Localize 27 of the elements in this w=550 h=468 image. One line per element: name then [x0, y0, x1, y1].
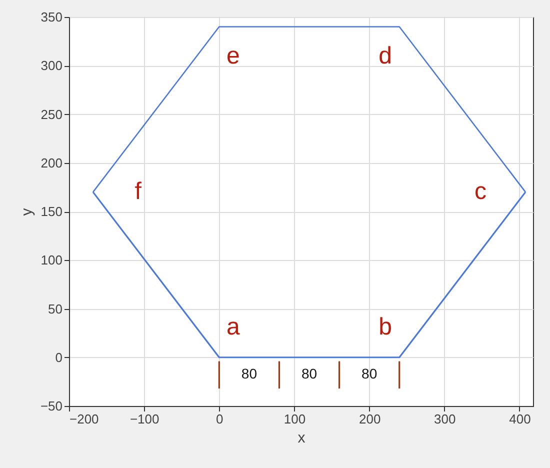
y-tick-label: 50	[48, 301, 62, 316]
annotation: c	[474, 178, 486, 206]
x-axis-title: x	[298, 430, 306, 446]
y-tick-label: 200	[40, 155, 62, 170]
annotation: 80	[241, 365, 258, 382]
x-tick-label: −100	[130, 412, 160, 426]
x-tick-label: 300	[434, 412, 456, 426]
annotation: d	[378, 42, 392, 70]
y-axis-title: y	[18, 208, 36, 216]
annotation: b	[378, 313, 392, 340]
x-tick-label: 0	[216, 412, 224, 426]
y-tick-label: 100	[40, 252, 62, 268]
y-tick-label: 150	[40, 204, 62, 219]
x-tick-label: 200	[358, 412, 381, 426]
annotation: 80	[301, 365, 318, 382]
annotation: f	[134, 178, 142, 206]
y-tick-label: −50	[40, 398, 62, 414]
annotation: 80	[362, 365, 378, 382]
annotation: e	[226, 42, 240, 70]
y-tick-label: 300	[40, 58, 62, 74]
y-tick-label: 350	[40, 10, 62, 24]
x-tick-label: −200	[70, 412, 99, 426]
x-tick-label: 400	[509, 412, 531, 426]
annotation: a	[226, 313, 240, 340]
y-tick-label: 250	[40, 106, 62, 122]
y-tick-label: 0	[55, 350, 62, 365]
x-tick-label: 100	[284, 412, 306, 426]
